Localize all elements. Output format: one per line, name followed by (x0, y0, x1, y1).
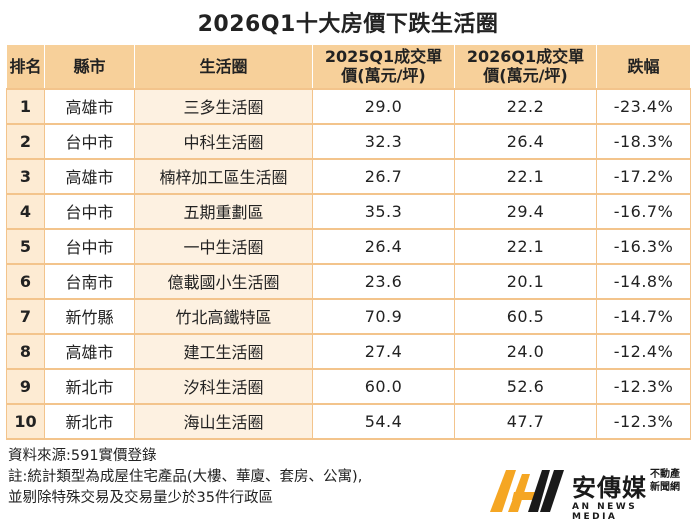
header-county: 縣市 (44, 44, 135, 89)
cell-price-2025: 29.0 (312, 87, 455, 125)
cell-price-2026: 22.2 (454, 87, 597, 125)
table-row: 8 高雄市 建工生活圈 27.4 24.0 -12.4% (6, 332, 691, 370)
cell-price-2026: 26.4 (454, 122, 597, 160)
cell-rank: 7 (6, 297, 45, 335)
cell-price-2026: 60.5 (454, 297, 597, 335)
cell-change: -18.3% (596, 122, 691, 160)
cell-price-2025: 70.9 (312, 297, 455, 335)
cell-county: 台中市 (44, 227, 135, 265)
cell-county: 高雄市 (44, 332, 135, 370)
cell-district: 億載國小生活圈 (134, 262, 313, 300)
cell-district: 楠梓加工區生活圈 (134, 157, 313, 195)
cell-rank: 9 (6, 367, 45, 405)
stat-note-line-1: 註:統計類型為成屋住宅產品(大樓、華廈、套房、公寓), (8, 469, 363, 485)
cell-price-2025: 26.4 (312, 227, 455, 265)
table-row: 9 新北市 汐科生活圈 60.0 52.6 -12.3% (6, 367, 691, 405)
cell-change: -23.4% (596, 87, 691, 125)
cell-district: 海山生活圈 (134, 402, 313, 440)
cell-change: -14.8% (596, 262, 691, 300)
cell-rank: 10 (6, 402, 45, 440)
cell-county: 新北市 (44, 367, 135, 405)
cell-rank: 6 (6, 262, 45, 300)
cell-price-2025: 54.4 (312, 402, 455, 440)
cell-price-2026: 24.0 (454, 332, 597, 370)
cell-price-2026: 47.7 (454, 402, 597, 440)
cell-county: 新竹縣 (44, 297, 135, 335)
cell-price-2025: 35.3 (312, 192, 455, 230)
an-news-media-logo: 安傳媒 不動產 新聞網 AN NEWS MEDIA (488, 462, 688, 522)
cell-price-2026: 29.4 (454, 192, 597, 230)
cell-price-2025: 60.0 (312, 367, 455, 405)
cell-change: -14.7% (596, 297, 691, 335)
cell-price-2026: 52.6 (454, 367, 597, 405)
footnotes: 資料來源:591實價登錄 註:統計類型為成屋住宅產品(大樓、華廈、套房、公寓),… (8, 446, 362, 509)
cell-rank: 2 (6, 122, 45, 160)
cell-price-2025: 23.6 (312, 262, 455, 300)
cell-price-2025: 32.3 (312, 122, 455, 160)
cell-change: -16.3% (596, 227, 691, 265)
table-row: 6 台南市 億載國小生活圈 23.6 20.1 -14.8% (6, 262, 691, 300)
table-header-row: 排名 縣市 生活圈 2025Q1成交單 價(萬元/坪) 2026Q1成交單 價(… (6, 44, 691, 89)
cell-county: 新北市 (44, 402, 135, 440)
header-rank: 排名 (6, 44, 45, 89)
table-row: 10 新北市 海山生活圈 54.4 47.7 -12.3% (6, 402, 691, 440)
cell-district: 汐科生活圈 (134, 367, 313, 405)
an-logo-icon (490, 470, 564, 512)
cell-county: 高雄市 (44, 87, 135, 125)
header-price-2025: 2025Q1成交單 價(萬元/坪) (312, 44, 455, 89)
cell-rank: 5 (6, 227, 45, 265)
stat-note-line-2: 並剔除特殊交易及交易量少於35件行政區 (8, 490, 273, 506)
cell-change: -17.2% (596, 157, 691, 195)
cell-rank: 8 (6, 332, 45, 370)
cell-district: 一中生活圈 (134, 227, 313, 265)
cell-price-2025: 26.7 (312, 157, 455, 195)
cell-rank: 3 (6, 157, 45, 195)
cell-price-2026: 22.1 (454, 227, 597, 265)
cell-price-2026: 20.1 (454, 262, 597, 300)
cell-county: 台南市 (44, 262, 135, 300)
source-note: 資料來源:591實價登錄 (8, 448, 157, 464)
logo-subtitle: AN NEWS MEDIA (572, 502, 638, 522)
header-district: 生活圈 (134, 44, 313, 89)
cell-district: 五期重劃區 (134, 192, 313, 230)
table-row: 2 台中市 中科生活圈 32.3 26.4 -18.3% (6, 122, 691, 160)
table-row: 1 高雄市 三多生活圈 29.0 22.2 -23.4% (6, 87, 691, 125)
table-row: 4 台中市 五期重劃區 35.3 29.4 -16.7% (6, 192, 691, 230)
cell-rank: 1 (6, 87, 45, 125)
cell-county: 台中市 (44, 192, 135, 230)
cell-district: 建工生活圈 (134, 332, 313, 370)
cell-district: 中科生活圈 (134, 122, 313, 160)
header-change: 跌幅 (596, 44, 691, 89)
cell-price-2026: 22.1 (454, 157, 597, 195)
cell-change: -12.4% (596, 332, 691, 370)
cell-district: 竹北高鐵特區 (134, 297, 313, 335)
cell-change: -16.7% (596, 192, 691, 230)
header-price-2026: 2026Q1成交單 價(萬元/坪) (454, 44, 597, 89)
table-row: 7 新竹縣 竹北高鐵特區 70.9 60.5 -14.7% (6, 297, 691, 335)
cell-change: -12.3% (596, 402, 691, 440)
cell-rank: 4 (6, 192, 45, 230)
page-title: 2026Q1十大房價下跌生活圈 (197, 12, 499, 37)
cell-change: -12.3% (596, 367, 691, 405)
cell-county: 高雄市 (44, 157, 135, 195)
price-drop-table: 排名 縣市 生活圈 2025Q1成交單 價(萬元/坪) 2026Q1成交單 價(… (6, 44, 691, 440)
cell-price-2025: 27.4 (312, 332, 455, 370)
logo-name: 安傳媒 (572, 474, 647, 502)
table-row: 3 高雄市 楠梓加工區生活圈 26.7 22.1 -17.2% (6, 157, 691, 195)
logo-side-text: 不動產 新聞網 (650, 469, 680, 493)
cell-district: 三多生活圈 (134, 87, 313, 125)
table-row: 5 台中市 一中生活圈 26.4 22.1 -16.3% (6, 227, 691, 265)
cell-county: 台中市 (44, 122, 135, 160)
